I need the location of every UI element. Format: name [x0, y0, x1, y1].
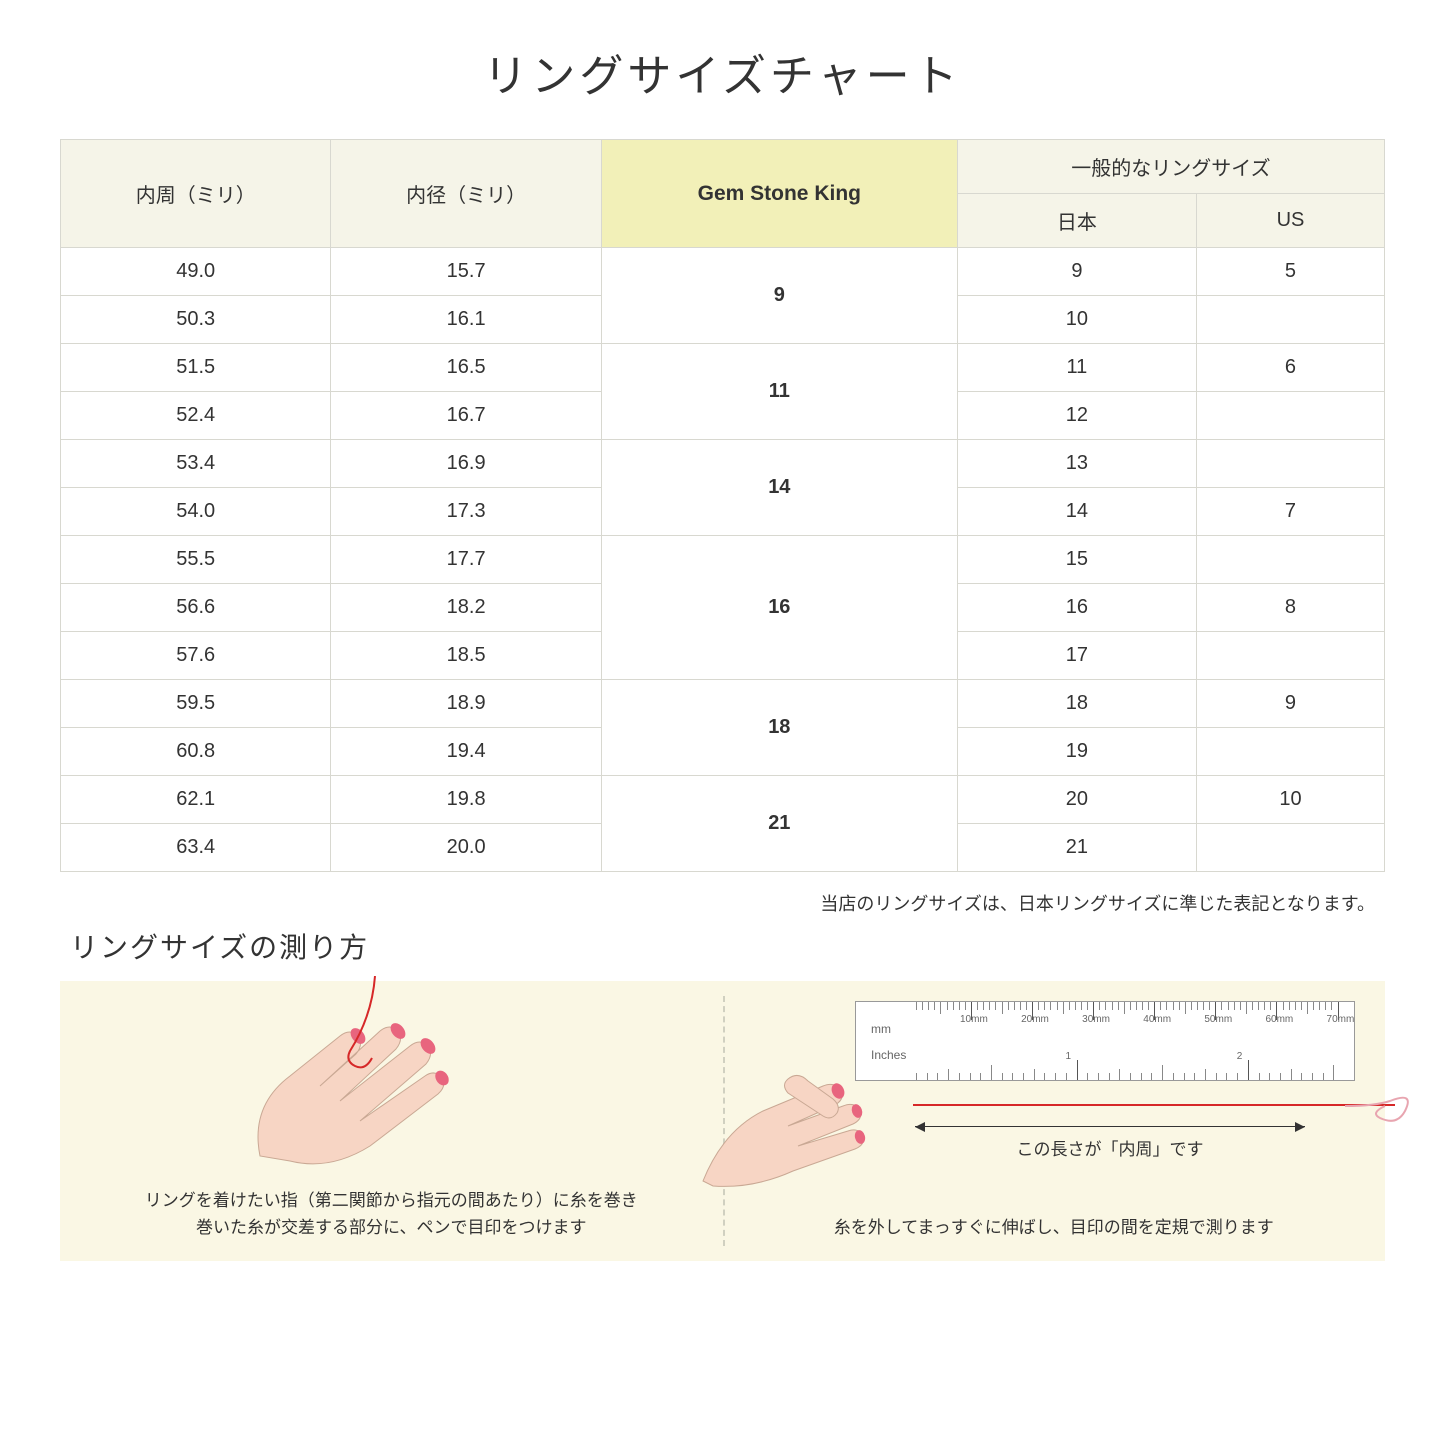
instruction-right: 糸を外してまっすぐに伸ばし、目印の間を定規で測ります — [753, 1214, 1356, 1241]
cell-jp: 19 — [957, 728, 1196, 776]
cell-dia: 16.1 — [331, 296, 601, 344]
measure-panel: リングを着けたい指（第二関節から指元の間あたり）に糸を巻き 巻いた糸が交差する部… — [60, 981, 1385, 1261]
thread-curl-icon — [1345, 1086, 1425, 1136]
cell-jp: 20 — [957, 776, 1196, 824]
cell-us: 5 — [1196, 248, 1384, 296]
th-general: 一般的なリングサイズ — [957, 140, 1384, 194]
cell-jp: 13 — [957, 440, 1196, 488]
cell-gsk: 21 — [601, 776, 957, 872]
cell-jp: 12 — [957, 392, 1196, 440]
table-row: 49.015.7995 — [61, 248, 1385, 296]
table-row: 55.517.71615 — [61, 536, 1385, 584]
cell-gsk: 9 — [601, 248, 957, 344]
arrow-indicator: この長さが「内周」です — [915, 1126, 1305, 1160]
cell-circ: 53.4 — [61, 440, 331, 488]
cell-gsk: 14 — [601, 440, 957, 536]
cell-dia: 17.7 — [331, 536, 601, 584]
cell-us: 8 — [1196, 584, 1384, 632]
ruler-in-label: Inches — [871, 1048, 906, 1062]
page-title: リングサイズチャート — [60, 40, 1385, 104]
instruction-left: リングを着けたい指（第二関節から指元の間あたり）に糸を巻き 巻いた糸が交差する部… — [90, 1187, 693, 1241]
cell-circ: 54.0 — [61, 488, 331, 536]
cell-us: 6 — [1196, 344, 1384, 392]
cell-us — [1196, 632, 1384, 680]
cell-us: 10 — [1196, 776, 1384, 824]
cell-gsk: 18 — [601, 680, 957, 776]
table-row: 51.516.511116 — [61, 344, 1385, 392]
cell-us — [1196, 536, 1384, 584]
th-inner-circ: 内周（ミリ） — [61, 140, 331, 248]
cell-us — [1196, 296, 1384, 344]
table-row: 53.416.91413 — [61, 440, 1385, 488]
cell-circ: 57.6 — [61, 632, 331, 680]
table-note: 当店のリングサイズは、日本リングサイズに準じた表記となります。 — [60, 890, 1385, 916]
cell-jp: 11 — [957, 344, 1196, 392]
cell-dia: 19.8 — [331, 776, 601, 824]
cell-jp: 16 — [957, 584, 1196, 632]
cell-circ: 52.4 — [61, 392, 331, 440]
table-row: 59.518.918189 — [61, 680, 1385, 728]
cell-dia: 19.4 — [331, 728, 601, 776]
thread-line — [913, 1104, 1395, 1106]
cell-dia: 16.7 — [331, 392, 601, 440]
cell-us — [1196, 440, 1384, 488]
cell-jp: 18 — [957, 680, 1196, 728]
cell-gsk: 11 — [601, 344, 957, 440]
cell-circ: 60.8 — [61, 728, 331, 776]
th-japan: 日本 — [957, 194, 1196, 248]
cell-dia: 17.3 — [331, 488, 601, 536]
th-gsk: Gem Stone King — [601, 140, 957, 248]
cell-dia: 16.5 — [331, 344, 601, 392]
ruler-box: mm Inches 10mm20mm30mm40mm50mm60mm70mm 1… — [855, 1001, 1355, 1081]
cell-jp: 15 — [957, 536, 1196, 584]
ruler-icon: mm Inches 10mm20mm30mm40mm50mm60mm70mm 1… — [855, 1001, 1355, 1081]
cell-circ: 51.5 — [61, 344, 331, 392]
cell-us: 7 — [1196, 488, 1384, 536]
cell-gsk: 16 — [601, 536, 957, 680]
hand-wrap-icon — [200, 976, 560, 1176]
table-row: 62.119.8212010 — [61, 776, 1385, 824]
cell-dia: 18.5 — [331, 632, 601, 680]
cell-jp: 10 — [957, 296, 1196, 344]
arrow-label: この長さが「内周」です — [915, 1135, 1305, 1160]
cell-circ: 56.6 — [61, 584, 331, 632]
cell-circ: 62.1 — [61, 776, 331, 824]
cell-dia: 18.9 — [331, 680, 601, 728]
cell-dia: 18.2 — [331, 584, 601, 632]
cell-circ: 50.3 — [61, 296, 331, 344]
cell-us — [1196, 728, 1384, 776]
measure-right: mm Inches 10mm20mm30mm40mm50mm60mm70mm 1… — [723, 981, 1386, 1261]
th-inner-dia: 内径（ミリ） — [331, 140, 601, 248]
cell-circ: 55.5 — [61, 536, 331, 584]
cell-dia: 16.9 — [331, 440, 601, 488]
cell-us — [1196, 392, 1384, 440]
cell-dia: 20.0 — [331, 824, 601, 872]
cell-jp: 9 — [957, 248, 1196, 296]
ring-size-table: 内周（ミリ） 内径（ミリ） Gem Stone King 一般的なリングサイズ … — [60, 139, 1385, 872]
cell-us: 9 — [1196, 680, 1384, 728]
cell-us — [1196, 824, 1384, 872]
cell-circ: 59.5 — [61, 680, 331, 728]
th-us: US — [1196, 194, 1384, 248]
cell-jp: 21 — [957, 824, 1196, 872]
cell-circ: 63.4 — [61, 824, 331, 872]
cell-dia: 15.7 — [331, 248, 601, 296]
measure-title: リングサイズの測り方 — [70, 926, 1385, 966]
cell-circ: 49.0 — [61, 248, 331, 296]
cell-jp: 14 — [957, 488, 1196, 536]
measure-left: リングを着けたい指（第二関節から指元の間あたり）に糸を巻き 巻いた糸が交差する部… — [60, 981, 723, 1261]
ruler-mm-label: mm — [871, 1022, 891, 1036]
cell-jp: 17 — [957, 632, 1196, 680]
